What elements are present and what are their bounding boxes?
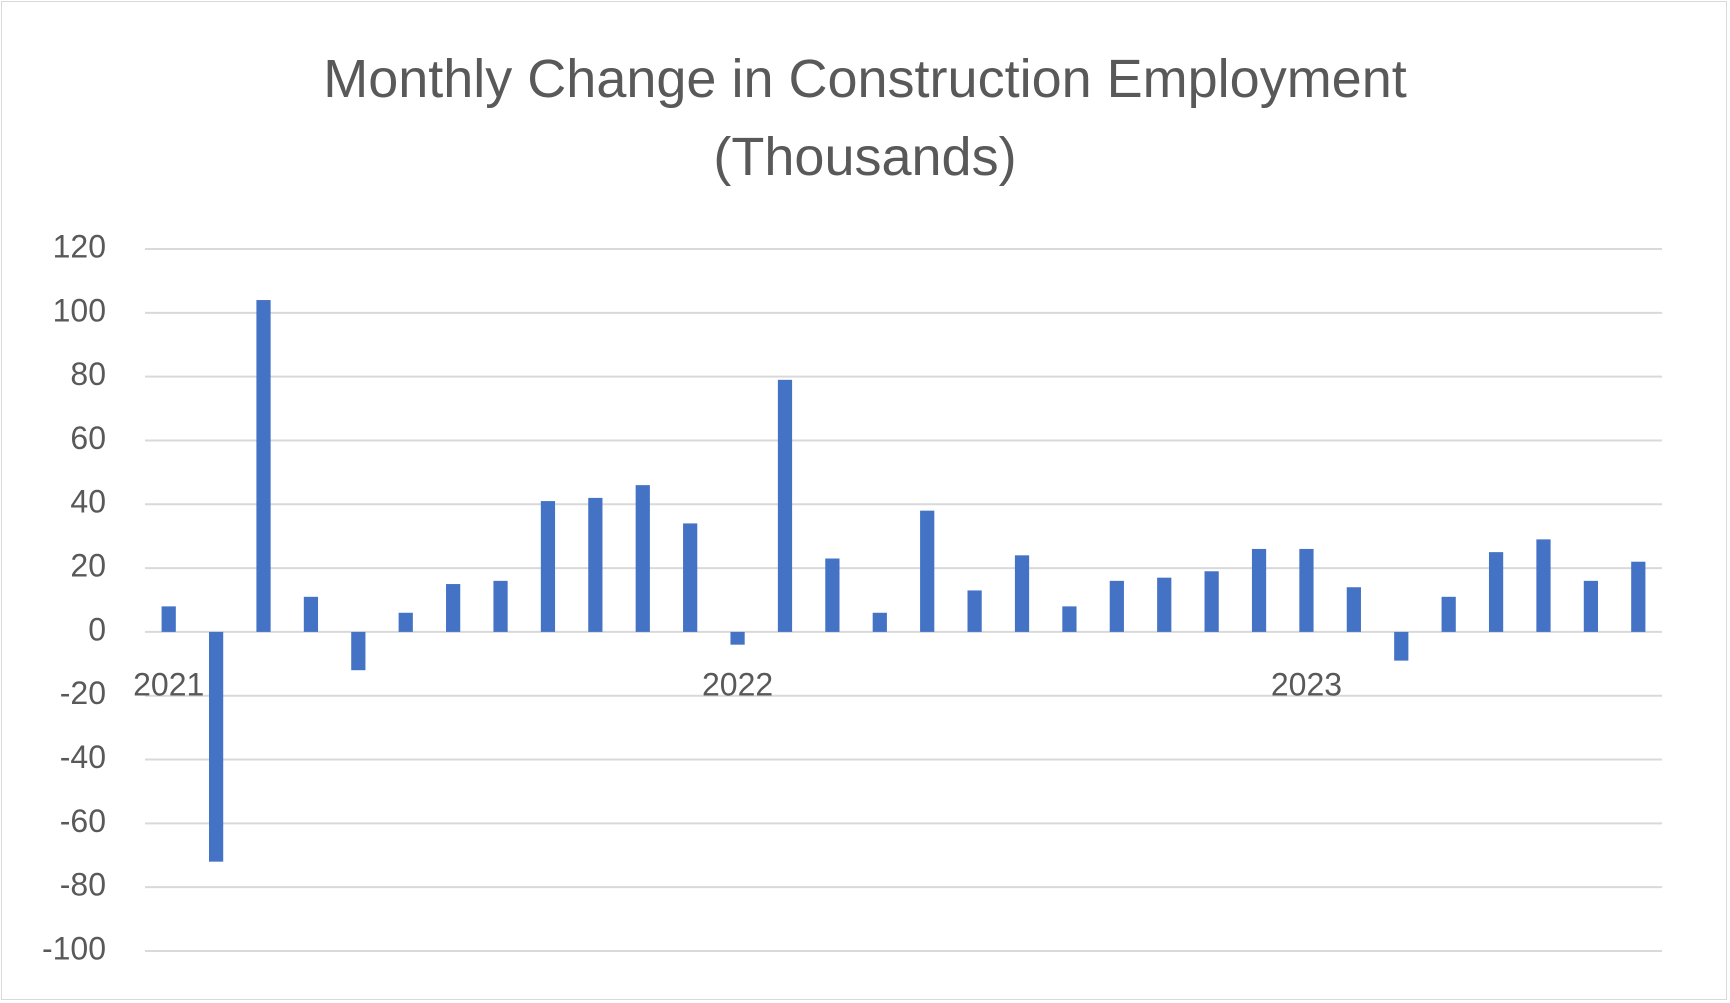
- x-tick-label: 2021: [133, 666, 204, 702]
- chart-title: Monthly Change in Construction Employmen…: [323, 49, 1407, 187]
- bar: [161, 606, 176, 632]
- y-tick-label: 120: [53, 228, 106, 264]
- bar: [1157, 577, 1172, 632]
- y-tick-label: 40: [70, 484, 106, 520]
- bar: [208, 631, 224, 862]
- bar: [1441, 596, 1456, 632]
- bar: [1251, 548, 1267, 632]
- bar: [1062, 606, 1077, 632]
- bar: [256, 300, 271, 632]
- x-tick-label: 2023: [1271, 666, 1342, 702]
- bar: [920, 510, 935, 632]
- bar: [1394, 631, 1409, 661]
- bar: [1109, 580, 1124, 632]
- bar: [967, 590, 982, 632]
- bar: [1204, 571, 1219, 632]
- bar: [540, 501, 556, 632]
- bar: [872, 612, 887, 632]
- bar: [1583, 580, 1599, 632]
- y-tick-label: 20: [70, 548, 106, 584]
- bar: [303, 596, 319, 632]
- y-tick-label: -100: [42, 930, 106, 966]
- y-tick-label: 80: [70, 356, 106, 392]
- bar: [825, 558, 840, 632]
- bar: [1631, 561, 1646, 632]
- bar: [1488, 552, 1504, 632]
- y-tick-label: -80: [60, 867, 106, 903]
- x-tick-label: 2022: [702, 666, 773, 702]
- y-tick-label: -40: [60, 739, 106, 775]
- y-tick-label: 0: [88, 611, 106, 647]
- bar: [351, 631, 366, 671]
- y-tick-label: -20: [60, 675, 106, 711]
- bar: [635, 485, 650, 632]
- bar: [446, 584, 461, 632]
- bar: [1346, 587, 1361, 632]
- bar: [588, 497, 603, 632]
- bar: [730, 631, 745, 645]
- bar: [1299, 548, 1314, 632]
- bar: [1014, 555, 1030, 632]
- bar: [777, 379, 793, 632]
- bar: [493, 580, 508, 632]
- bar: [1536, 539, 1551, 632]
- bar: [683, 523, 698, 632]
- bar: [398, 612, 413, 632]
- y-tick-label: -60: [60, 803, 106, 839]
- y-tick-label: 60: [70, 420, 106, 456]
- y-tick-label: 100: [53, 292, 106, 328]
